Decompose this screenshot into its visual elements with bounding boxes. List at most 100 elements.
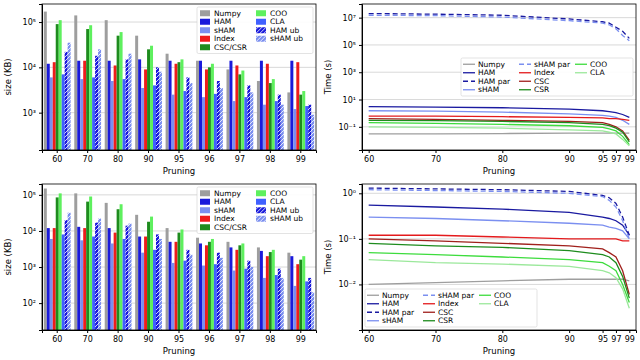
bar xyxy=(266,256,269,330)
axis-line xyxy=(363,151,637,154)
bar xyxy=(311,292,314,330)
bar xyxy=(144,237,147,330)
legend-entry: CSC/CSR xyxy=(200,223,247,232)
bar xyxy=(150,217,153,330)
x-axis: 607080909596979899 xyxy=(43,150,317,164)
legend-swatch xyxy=(423,312,435,313)
tick-mark xyxy=(209,330,210,333)
bar xyxy=(117,209,120,330)
bar xyxy=(108,61,111,150)
line xyxy=(369,279,630,284)
y-axis: 10²10³10⁴10⁵ xyxy=(23,185,43,331)
tick-mark xyxy=(436,330,437,333)
tick: 10³ xyxy=(23,263,42,272)
legend-swatch xyxy=(200,44,210,50)
tick: 80 xyxy=(498,150,508,164)
panel: 10⁻¹10¹10³10⁵10⁷60708090959799PruningTim… xyxy=(323,4,637,176)
bar xyxy=(74,193,77,330)
tick-mark xyxy=(148,150,149,153)
tick: 99 xyxy=(625,330,635,344)
legend-swatch xyxy=(519,81,531,82)
panel: 10⁻²10⁻¹10⁰60708090959799PruningTime (s)… xyxy=(323,184,637,356)
tick-mark xyxy=(629,150,630,153)
bar xyxy=(68,213,71,330)
legend-box xyxy=(461,58,633,96)
bar xyxy=(202,266,205,330)
tick-mark xyxy=(209,150,210,153)
tick: 90 xyxy=(565,150,575,164)
tick: 90 xyxy=(143,150,153,164)
tick: 60 xyxy=(52,330,62,344)
bar xyxy=(83,61,86,150)
bar xyxy=(147,222,150,330)
tick-label: 98 xyxy=(265,155,275,164)
tick-mark xyxy=(359,100,362,101)
bar xyxy=(199,243,202,330)
bar xyxy=(211,239,214,330)
tick: 95 xyxy=(174,150,184,164)
tick-mark xyxy=(569,330,570,333)
bar xyxy=(89,197,92,330)
bar xyxy=(272,250,275,330)
legend-swatch xyxy=(200,19,210,25)
bar xyxy=(166,228,169,330)
tick-label: 60 xyxy=(52,335,62,344)
tick-mark xyxy=(57,330,58,333)
bar xyxy=(275,275,278,330)
legend-swatch xyxy=(423,295,435,296)
legend-entry: CSR xyxy=(423,316,453,325)
marks xyxy=(44,189,314,330)
legend-swatch xyxy=(200,36,210,42)
x-axis: 60708090959799 xyxy=(363,330,637,344)
bar xyxy=(186,77,189,150)
tick-label: 10⁻² xyxy=(338,280,356,289)
figure: 10³10⁴10⁵607080909596979899Pruningsize (… xyxy=(0,0,640,360)
legend-entry: CSR xyxy=(519,85,549,94)
bar xyxy=(220,258,223,330)
bar xyxy=(77,227,80,330)
tick-label: 10⁴ xyxy=(23,63,36,72)
axis-line xyxy=(39,5,43,151)
tick-mark xyxy=(179,330,180,333)
bar xyxy=(241,71,244,150)
bar xyxy=(117,36,120,150)
bar xyxy=(244,97,247,150)
x-axis-title: Pruning xyxy=(483,346,515,356)
legend-swatch xyxy=(519,72,531,73)
chart-svg: 10³10⁴10⁵607080909596979899Pruningsize (… xyxy=(0,0,640,360)
legend-box xyxy=(197,187,313,234)
tick-mark xyxy=(300,330,301,333)
tick-mark xyxy=(502,330,503,333)
legend-entry: CLA xyxy=(575,68,606,77)
bar xyxy=(205,245,208,330)
bar xyxy=(293,109,296,150)
tick-label: 90 xyxy=(565,335,575,344)
bar xyxy=(175,64,178,150)
bar xyxy=(169,61,172,150)
tick: 97 xyxy=(611,330,621,344)
bar xyxy=(208,67,211,150)
tick-mark xyxy=(359,72,362,73)
bar xyxy=(141,253,144,330)
legend-swatch xyxy=(367,320,379,321)
tick: 10⁴ xyxy=(23,227,42,236)
bar xyxy=(305,281,308,330)
tick-label: 95 xyxy=(174,335,184,344)
y-axis: 10³10⁴10⁵ xyxy=(23,5,43,151)
line xyxy=(369,132,630,134)
tick: 90 xyxy=(565,330,575,344)
bar xyxy=(281,278,284,330)
bar xyxy=(308,105,311,150)
bar xyxy=(287,92,290,150)
bar xyxy=(123,79,126,150)
bar xyxy=(217,81,220,150)
tick: 96 xyxy=(204,330,214,344)
legend: NumpyHAMHAM parsHAMsHAM parIndexCSCCSRCO… xyxy=(365,289,537,327)
axis-line xyxy=(43,151,317,154)
bar-series xyxy=(47,227,294,330)
bar xyxy=(199,61,202,150)
tick: 10⁷ xyxy=(343,14,362,23)
bar xyxy=(214,264,217,330)
bar xyxy=(183,261,186,330)
tick-label: 80 xyxy=(498,335,508,344)
